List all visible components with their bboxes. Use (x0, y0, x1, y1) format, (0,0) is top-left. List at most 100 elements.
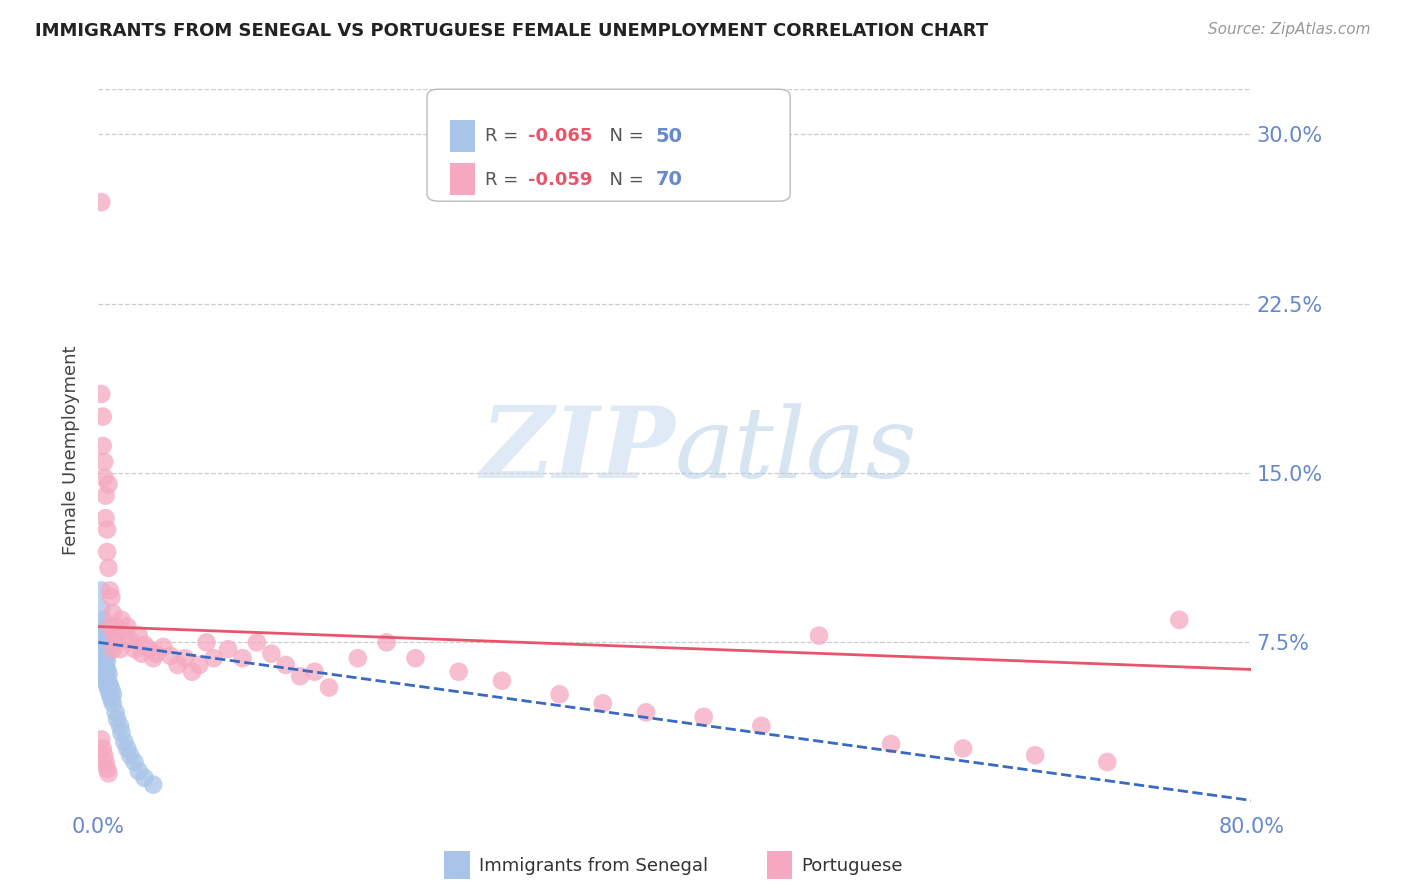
Point (97, 667, 120, 681)
Point (90, 601, 112, 615)
Point (108, 719, 131, 733)
Point (880, 737, 903, 751)
Point (174, 651, 197, 665)
Point (110, 725, 132, 739)
Point (93, 629, 115, 643)
Point (90, 642, 112, 657)
Point (90, 629, 112, 643)
Point (91, 642, 114, 657)
Point (110, 613, 132, 627)
Text: R =: R = (485, 128, 523, 145)
Point (592, 696, 614, 710)
Point (97, 676, 120, 690)
Point (100, 591, 122, 605)
Text: N =: N = (598, 170, 650, 188)
Point (96, 762, 118, 776)
Point (101, 642, 124, 657)
Point (91, 613, 114, 627)
Point (93, 470, 115, 484)
Point (90, 651, 112, 665)
FancyBboxPatch shape (444, 852, 470, 879)
Point (90, 583, 112, 598)
Point (375, 635, 398, 649)
Point (751, 719, 773, 733)
Point (1097, 755, 1119, 769)
Point (93, 647, 115, 661)
Point (93, 638, 115, 652)
Point (112, 629, 135, 643)
Point (188, 657, 211, 672)
Point (90, 732, 112, 747)
Point (90, 635, 112, 649)
Point (94, 511, 117, 525)
Point (1024, 748, 1046, 763)
Text: R =: R = (485, 170, 523, 188)
Point (96, 678, 118, 692)
Point (104, 619, 127, 633)
Point (134, 638, 156, 652)
Text: Source: ZipAtlas.com: Source: ZipAtlas.com (1208, 22, 1371, 37)
FancyBboxPatch shape (768, 852, 793, 879)
Text: -0.065: -0.065 (529, 128, 593, 145)
Point (94, 651, 117, 665)
Point (217, 642, 239, 657)
Point (1168, 613, 1191, 627)
Text: N =: N = (598, 128, 650, 145)
Point (101, 687, 124, 701)
Point (96, 663, 118, 677)
Point (447, 665, 470, 679)
Point (108, 642, 131, 657)
Point (246, 635, 269, 649)
Point (142, 778, 165, 792)
Point (166, 657, 188, 672)
Point (94, 642, 117, 657)
Point (142, 651, 165, 665)
Point (120, 633, 142, 648)
Point (96, 545, 118, 559)
Point (98, 583, 121, 598)
Point (131, 647, 153, 661)
Point (128, 629, 150, 643)
Point (120, 748, 142, 763)
Point (103, 629, 125, 643)
Point (91, 635, 114, 649)
Point (274, 657, 297, 672)
Point (91, 409, 114, 424)
Point (93, 748, 115, 763)
Text: Portuguese: Portuguese (801, 857, 903, 875)
Point (91, 439, 114, 453)
Point (808, 629, 831, 643)
Point (98, 687, 121, 701)
Point (93, 656, 115, 670)
Point (94, 660, 117, 674)
Point (202, 651, 225, 665)
Point (134, 771, 156, 785)
Point (138, 642, 160, 657)
Point (97, 682, 120, 697)
Point (90, 657, 112, 672)
Point (290, 669, 312, 683)
Text: ZIP: ZIP (479, 402, 675, 499)
Y-axis label: Female Unemployment: Female Unemployment (62, 346, 80, 555)
Point (91, 741, 114, 756)
Point (91, 657, 114, 672)
Point (91, 624, 114, 639)
Point (96, 523, 118, 537)
Point (91, 665, 114, 679)
FancyBboxPatch shape (427, 89, 790, 202)
Point (97, 766, 120, 780)
Point (346, 651, 368, 665)
Point (94, 667, 117, 681)
Point (93, 455, 115, 469)
Point (101, 696, 124, 710)
Point (90, 195, 112, 210)
Point (100, 682, 122, 697)
FancyBboxPatch shape (450, 120, 475, 152)
Point (159, 648, 181, 663)
Point (100, 691, 122, 706)
Point (152, 640, 174, 654)
Text: 50: 50 (655, 127, 682, 145)
Point (97, 561, 120, 575)
Point (98, 619, 121, 633)
Point (93, 669, 115, 683)
